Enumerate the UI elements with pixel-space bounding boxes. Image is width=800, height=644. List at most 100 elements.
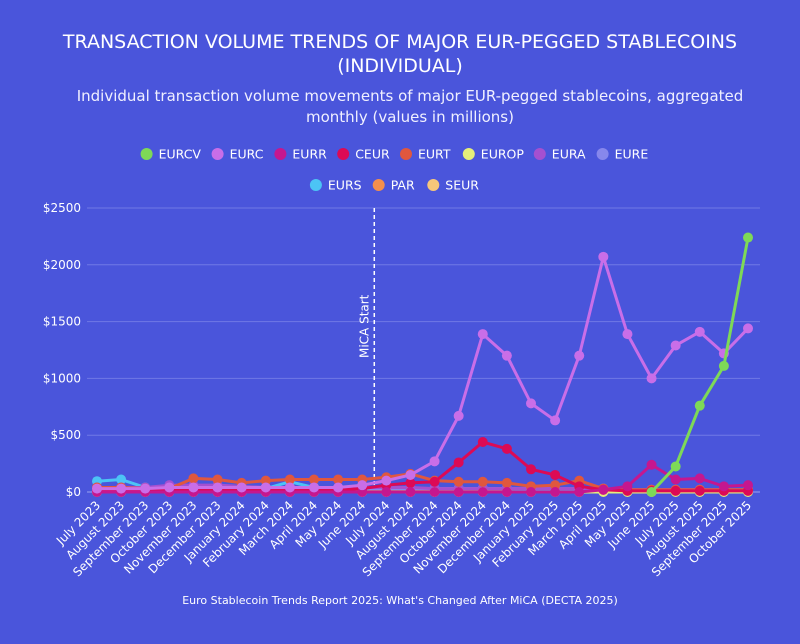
series-line bbox=[97, 255, 750, 491]
series-eurc bbox=[92, 251, 753, 494]
data-point[interactable] bbox=[598, 251, 609, 262]
legend-item-eurt[interactable]: EURT bbox=[400, 147, 451, 162]
data-point[interactable] bbox=[501, 487, 512, 497]
data-point[interactable] bbox=[453, 476, 464, 487]
chart-subtitle: Individual transaction volume movements … bbox=[76, 87, 744, 126]
data-point[interactable] bbox=[140, 483, 151, 494]
data-point[interactable] bbox=[381, 475, 392, 486]
data-point[interactable] bbox=[574, 487, 585, 497]
data-point[interactable] bbox=[598, 484, 609, 495]
data-point[interactable] bbox=[333, 474, 344, 485]
series-eurcv bbox=[646, 232, 753, 497]
data-point[interactable] bbox=[670, 474, 681, 485]
data-point[interactable] bbox=[284, 482, 295, 493]
data-point[interactable] bbox=[550, 487, 561, 497]
data-point[interactable] bbox=[646, 373, 657, 384]
legend-label: EURE bbox=[615, 147, 649, 162]
data-point[interactable] bbox=[405, 487, 416, 497]
legend-marker bbox=[596, 148, 609, 160]
data-point[interactable] bbox=[743, 232, 753, 243]
legend-item-ceur[interactable]: CEUR bbox=[337, 147, 390, 162]
legend-marker bbox=[372, 179, 385, 191]
data-point[interactable] bbox=[260, 482, 271, 493]
data-point[interactable] bbox=[718, 360, 729, 371]
data-point[interactable] bbox=[188, 473, 199, 484]
data-point[interactable] bbox=[212, 482, 223, 493]
data-point[interactable] bbox=[694, 326, 705, 337]
legend-marker bbox=[211, 148, 224, 160]
data-point[interactable] bbox=[646, 487, 657, 497]
data-point[interactable] bbox=[429, 487, 440, 497]
legend-label: CEUR bbox=[355, 147, 390, 162]
data-point[interactable] bbox=[381, 487, 392, 497]
data-point[interactable] bbox=[284, 474, 295, 485]
data-point[interactable] bbox=[333, 482, 344, 493]
data-point[interactable] bbox=[670, 485, 681, 496]
legend-marker bbox=[337, 148, 350, 160]
legend-item-europ[interactable]: EUROP bbox=[462, 147, 525, 162]
data-point[interactable] bbox=[236, 482, 247, 493]
data-point[interactable] bbox=[116, 483, 127, 494]
data-point[interactable] bbox=[526, 398, 536, 409]
y-tick-label: $1000 bbox=[43, 371, 81, 385]
data-point[interactable] bbox=[718, 481, 729, 492]
legend-marker bbox=[462, 148, 475, 160]
data-point[interactable] bbox=[453, 457, 464, 468]
data-point[interactable] bbox=[164, 482, 175, 493]
data-point[interactable] bbox=[526, 464, 536, 475]
legend-marker bbox=[309, 179, 322, 191]
data-point[interactable] bbox=[743, 323, 753, 334]
data-point[interactable] bbox=[501, 443, 512, 454]
data-point[interactable] bbox=[477, 487, 488, 497]
data-point[interactable] bbox=[453, 487, 464, 497]
data-point[interactable] bbox=[429, 476, 440, 487]
data-point[interactable] bbox=[309, 482, 319, 493]
legend-item-eure[interactable]: EURE bbox=[596, 147, 649, 162]
data-point[interactable] bbox=[550, 469, 561, 480]
data-point[interactable] bbox=[405, 469, 416, 480]
legend-item-par[interactable]: PAR bbox=[372, 178, 415, 193]
legend-marker bbox=[400, 148, 412, 160]
y-tick-label: $500 bbox=[50, 428, 81, 442]
legend-item-eurcv[interactable]: EURCV bbox=[140, 147, 202, 162]
data-point[interactable] bbox=[92, 483, 102, 494]
data-point[interactable] bbox=[670, 340, 681, 351]
legend-item-seur[interactable]: SEUR bbox=[427, 178, 479, 193]
data-point[interactable] bbox=[526, 487, 536, 497]
data-point[interactable] bbox=[116, 474, 127, 485]
legend-item-eurc[interactable]: EURC bbox=[211, 147, 264, 162]
data-point[interactable] bbox=[501, 477, 512, 488]
series-line bbox=[650, 237, 750, 494]
data-point[interactable] bbox=[501, 350, 512, 361]
data-point[interactable] bbox=[477, 329, 488, 340]
data-point[interactable] bbox=[453, 410, 464, 421]
legend-item-eura[interactable]: EURA bbox=[533, 147, 586, 162]
mica-start-label: MiCA Start bbox=[357, 294, 371, 358]
data-point[interactable] bbox=[212, 474, 223, 485]
data-point[interactable] bbox=[646, 459, 657, 470]
data-point[interactable] bbox=[309, 474, 319, 485]
data-point[interactable] bbox=[574, 350, 585, 361]
data-point[interactable] bbox=[188, 482, 199, 493]
legend-item-eurr[interactable]: EURR bbox=[274, 147, 327, 162]
data-point[interactable] bbox=[694, 400, 705, 411]
data-point[interactable] bbox=[477, 476, 488, 487]
chart-source: Euro Stablecoin Trends Report 2025: What… bbox=[182, 594, 618, 607]
data-point[interactable] bbox=[477, 437, 488, 448]
y-tick-label: $2000 bbox=[43, 258, 81, 272]
legend-label: EUROP bbox=[481, 147, 525, 162]
legend-item-eurs[interactable]: EURS bbox=[309, 178, 362, 193]
data-point[interactable] bbox=[694, 485, 705, 496]
data-point[interactable] bbox=[429, 456, 440, 467]
data-point[interactable] bbox=[743, 480, 753, 491]
data-point[interactable] bbox=[670, 461, 681, 472]
chart-title: TRANSACTION VOLUME TRENDS OF MAJOR EUR-P… bbox=[62, 31, 738, 77]
data-point[interactable] bbox=[357, 480, 368, 491]
legend-marker bbox=[427, 179, 440, 191]
data-point[interactable] bbox=[405, 477, 416, 488]
y-tick-label: $1500 bbox=[43, 315, 81, 329]
data-point[interactable] bbox=[622, 329, 633, 340]
data-point[interactable] bbox=[622, 481, 633, 492]
data-point[interactable] bbox=[694, 473, 705, 484]
data-point[interactable] bbox=[550, 415, 561, 426]
